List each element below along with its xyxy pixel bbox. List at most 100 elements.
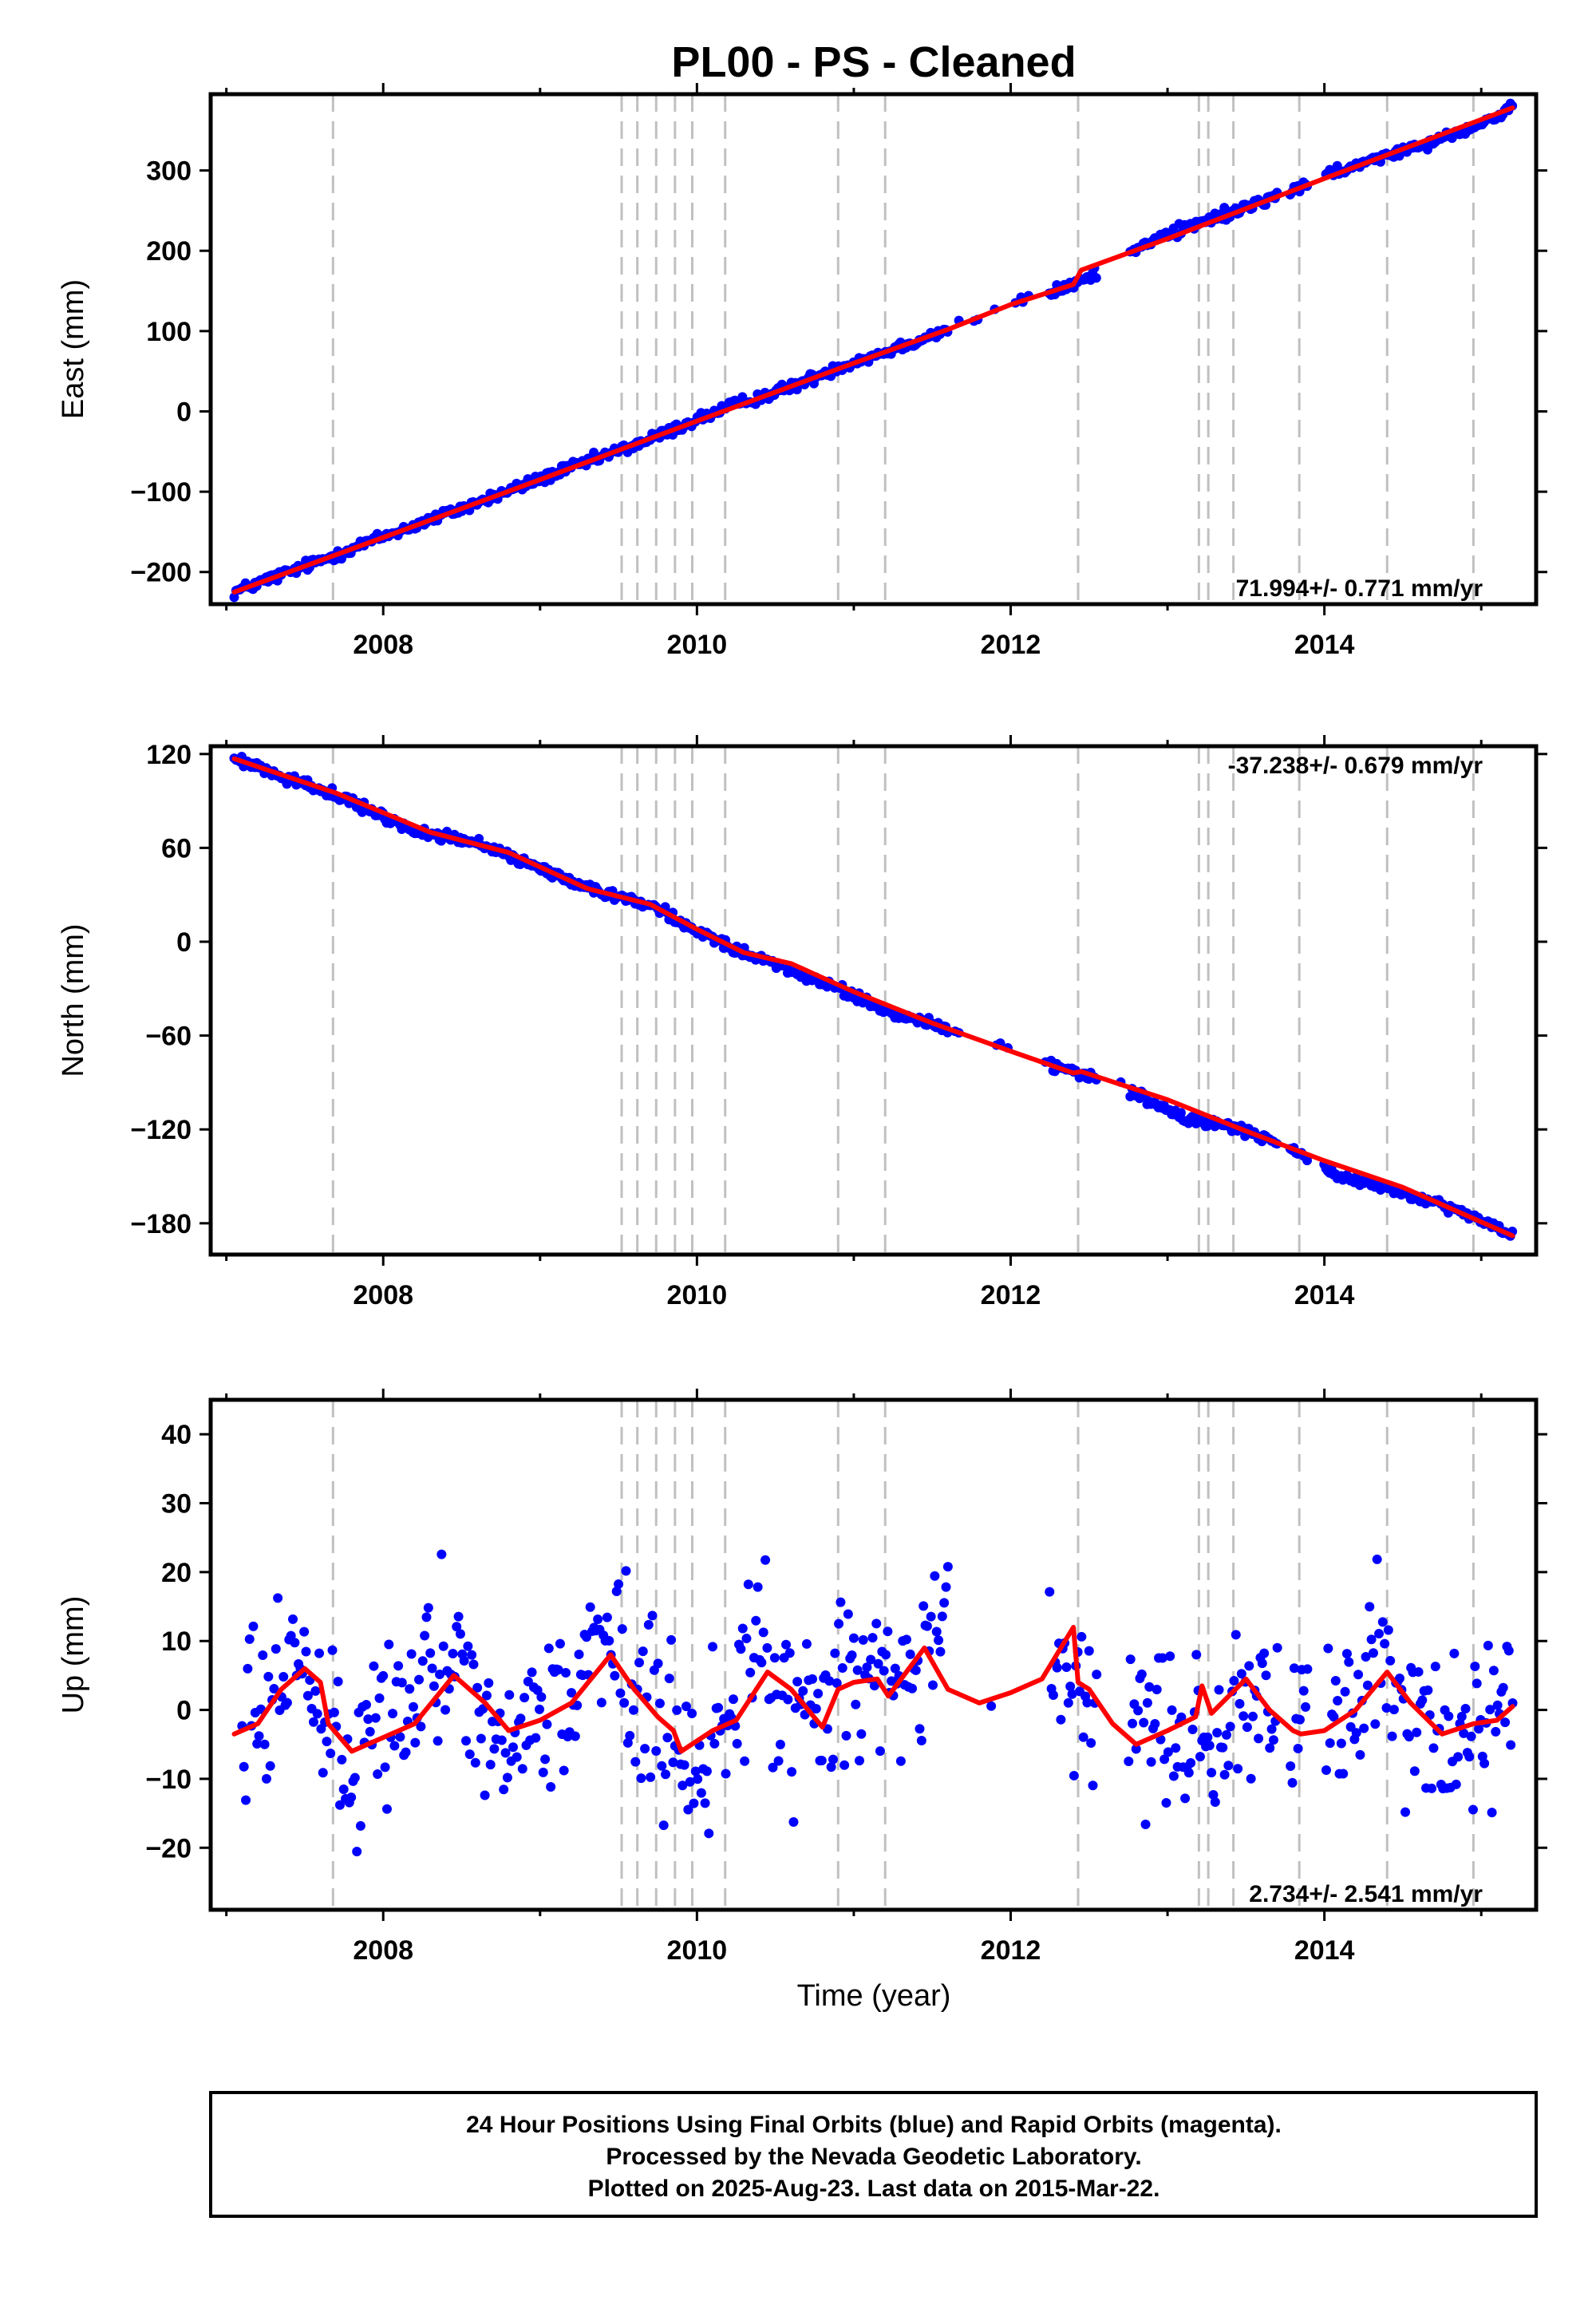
- up-data-point-388: [1065, 1682, 1076, 1692]
- up-data-point-376: [986, 1701, 997, 1711]
- up-data-point-214: [640, 1744, 650, 1754]
- up-data-point-89: [405, 1684, 415, 1694]
- up-data-point-35: [302, 1690, 313, 1701]
- up-data-point-134: [489, 1744, 500, 1754]
- east-y-tick-label-4: 200: [146, 236, 192, 267]
- up-data-point-371: [935, 1646, 946, 1657]
- up-data-point-146: [512, 1752, 522, 1762]
- up-data-point-253: [713, 1702, 724, 1713]
- up-data-point-85: [397, 1678, 407, 1688]
- up-data-point-148: [516, 1713, 526, 1724]
- up-data-point-395: [1078, 1732, 1088, 1742]
- up-data-point-163: [543, 1643, 554, 1654]
- up-data-point-327: [852, 1665, 863, 1675]
- up-data-point-369: [931, 1626, 942, 1637]
- up-data-point-446: [1204, 1741, 1215, 1751]
- up-data-point-494: [1323, 1643, 1333, 1654]
- up-data-point-177: [570, 1731, 580, 1741]
- up-data-point-158: [535, 1704, 545, 1714]
- up-data-point-581: [1487, 1808, 1497, 1818]
- up-data-point-3: [243, 1663, 253, 1674]
- up-data-point-590: [1503, 1646, 1514, 1656]
- up-data-point-257: [721, 1769, 731, 1779]
- up-data-point-18: [271, 1644, 281, 1654]
- up-data-point-72: [373, 1769, 383, 1779]
- north-panel: 2008 2010 2012 2014 −180 −120 −60 0 60 120 North (…: [57, 735, 1547, 1310]
- up-data-point-526: [1383, 1625, 1393, 1635]
- up-data-point-224: [658, 1820, 669, 1831]
- up-data-point-119: [461, 1736, 472, 1746]
- up-data-point-320: [839, 1760, 850, 1770]
- up-data-point-525: [1381, 1702, 1392, 1713]
- up-data-point-221: [653, 1658, 663, 1669]
- up-data-point-573: [1472, 1678, 1482, 1689]
- up-data-point-527: [1385, 1655, 1396, 1666]
- up-data-point-549: [1427, 1783, 1437, 1793]
- up-data-point-335: [867, 1633, 878, 1643]
- up-data-point-175: [567, 1688, 577, 1698]
- up-data-point-448: [1208, 1790, 1219, 1800]
- up-data-point-75: [378, 1670, 389, 1681]
- up-data-point-397: [1082, 1697, 1092, 1708]
- up-data-point-76: [380, 1762, 390, 1773]
- east-x-tick-label-2012: 2012: [981, 630, 1041, 660]
- up-data-point-583: [1491, 1726, 1501, 1737]
- up-data-point-200: [614, 1579, 624, 1589]
- up-data-point-505: [1344, 1657, 1354, 1667]
- up-data-point-154: [527, 1667, 537, 1678]
- up-data-point-13: [261, 1773, 271, 1784]
- up-data-point-94: [414, 1674, 425, 1685]
- up-data-point-63: [355, 1820, 365, 1831]
- up-data-point-306: [813, 1689, 824, 1699]
- up-data-point-222: [654, 1698, 665, 1709]
- up-data-point-45: [322, 1737, 332, 1747]
- up-data-point-162: [542, 1719, 552, 1729]
- north-data-point-439: [1175, 1108, 1186, 1118]
- north-y-tick-label-4: 60: [161, 833, 192, 864]
- up-data-point-423: [1161, 1798, 1171, 1808]
- up-data-point-15: [265, 1761, 275, 1771]
- up-data-point-425: [1165, 1651, 1175, 1662]
- up-x-tick-label-2008: 2008: [353, 1935, 413, 1966]
- up-data-point-411: [1139, 1717, 1149, 1728]
- up-data-point-235: [679, 1760, 689, 1770]
- up-data-point-449: [1210, 1797, 1220, 1808]
- up-data-point-521: [1374, 1629, 1385, 1639]
- up-data-point-53: [337, 1754, 347, 1765]
- up-x-tick-label-2014: 2014: [1294, 1935, 1355, 1966]
- footer-line-1: 24 Hour Positions Using Final Orbits (bl…: [466, 2112, 1282, 2138]
- up-data-point-276: [757, 1658, 767, 1668]
- up-data-point-33: [299, 1626, 310, 1637]
- up-data-point-456: [1223, 1761, 1234, 1771]
- up-data-point-394: [1077, 1631, 1087, 1642]
- up-panel: 2008 2010 2012 2014 −20 −10 0 10 20 30 40 Up (mm) 2.…: [57, 1389, 1547, 1966]
- up-data-point-428: [1171, 1743, 1181, 1753]
- up-data-point-318: [836, 1597, 846, 1607]
- up-data-point-488: [1294, 1714, 1305, 1725]
- up-data-point-374: [941, 1582, 951, 1592]
- up-data-point-515: [1362, 1680, 1373, 1690]
- up-data-point-516: [1365, 1602, 1375, 1612]
- north-x-tick-label-2010: 2010: [667, 1280, 728, 1310]
- up-data-point-9: [254, 1731, 264, 1741]
- up-data-point-213: [638, 1646, 648, 1657]
- up-data-point-325: [848, 1633, 859, 1643]
- up-data-point-305: [811, 1704, 821, 1714]
- up-data-point-398: [1084, 1646, 1094, 1656]
- up-data-point-326: [851, 1699, 861, 1709]
- up-data-point-454: [1219, 1769, 1230, 1780]
- up-data-point-550: [1428, 1743, 1439, 1753]
- up-data-point-41: [314, 1648, 325, 1658]
- up-data-point-27: [288, 1614, 298, 1624]
- up-model-curve: [231, 1625, 1515, 1754]
- up-data-point-185: [585, 1602, 595, 1612]
- up-data-point-544: [1417, 1695, 1428, 1705]
- up-data-point-476: [1261, 1670, 1271, 1681]
- up-data-point-172: [561, 1668, 571, 1678]
- up-data-point-300: [801, 1638, 812, 1649]
- up-data-point-312: [824, 1676, 835, 1686]
- up-data-point-290: [783, 1694, 793, 1705]
- up-data-point-277: [758, 1627, 768, 1638]
- up-data-point-150: [519, 1693, 530, 1703]
